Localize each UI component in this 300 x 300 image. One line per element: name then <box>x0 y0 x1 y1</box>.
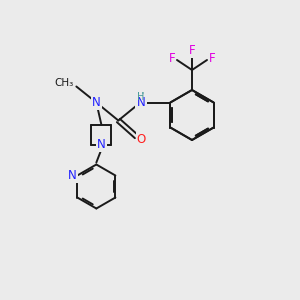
Text: CH₃: CH₃ <box>54 77 73 88</box>
Text: N: N <box>68 169 77 182</box>
Text: F: F <box>189 44 195 56</box>
Text: N: N <box>97 138 106 151</box>
Text: N: N <box>137 96 146 109</box>
Text: H: H <box>137 92 144 101</box>
Text: F: F <box>209 52 215 64</box>
Text: H: H <box>137 92 144 101</box>
Text: N: N <box>92 96 101 109</box>
Text: F: F <box>169 52 175 64</box>
Text: O: O <box>137 133 146 146</box>
